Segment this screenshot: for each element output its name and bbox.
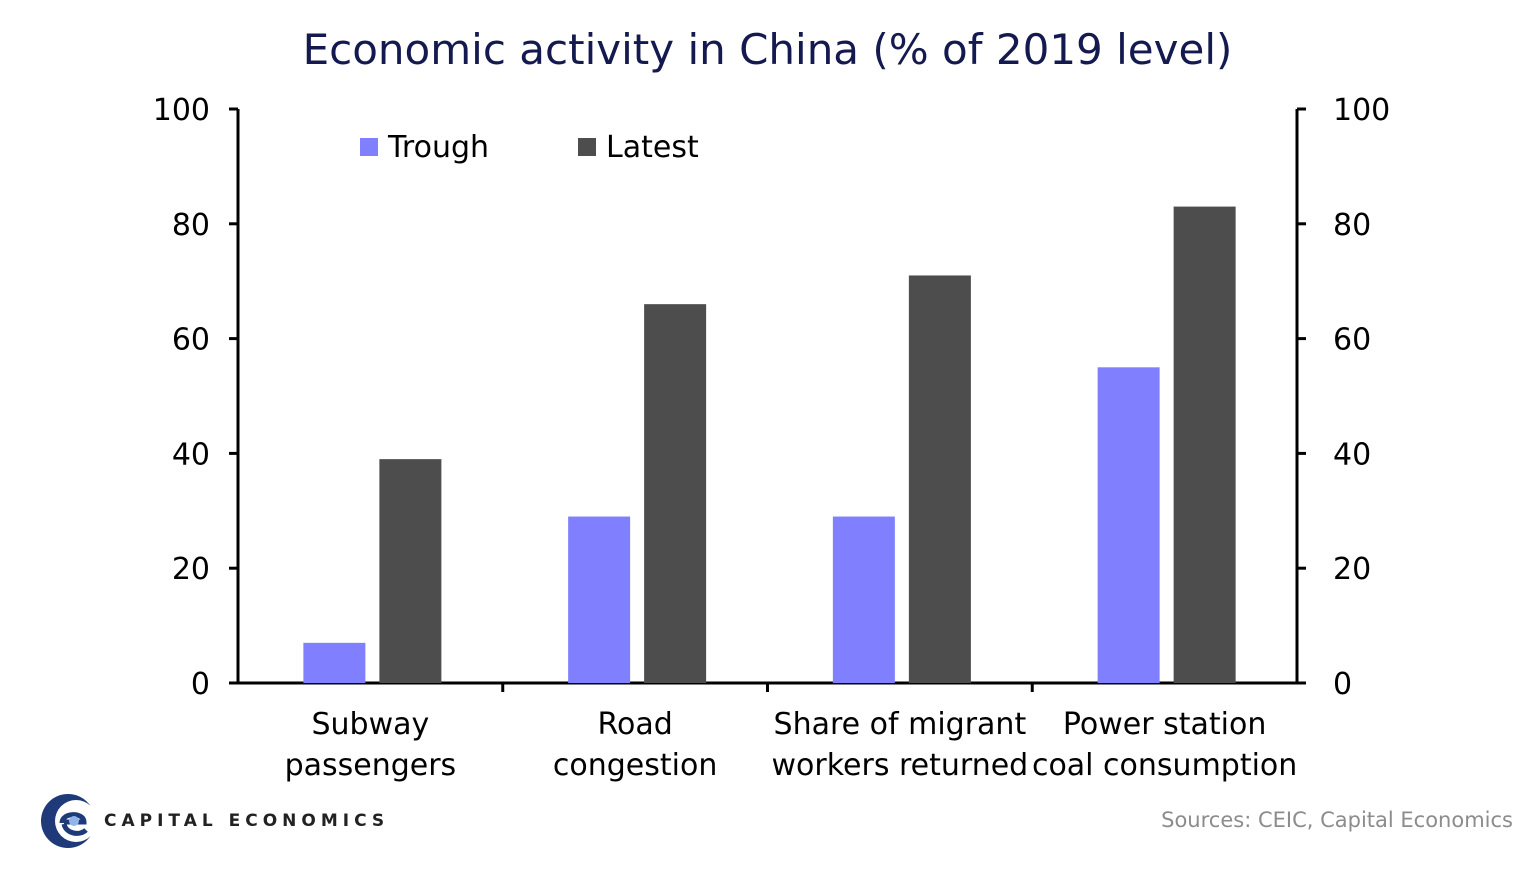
x-category-label: passengers bbox=[285, 748, 457, 783]
bar-chart: 0 0 20 20 40 40 60 60 80 80 100 100 Subway passengers… bbox=[153, 93, 1391, 783]
legend-swatch-latest bbox=[578, 138, 596, 156]
x-category-label: Road bbox=[597, 707, 672, 742]
y-tick-label-left: 0 bbox=[191, 667, 210, 702]
bar-trough bbox=[832, 516, 895, 683]
legend-swatch-trough bbox=[360, 138, 378, 156]
y-tick-label-left: 40 bbox=[172, 437, 210, 472]
y-tick-label-right: 60 bbox=[1333, 323, 1371, 358]
bar-latest bbox=[644, 304, 707, 683]
y-tick-label-left: 80 bbox=[172, 208, 210, 243]
source-note: Sources: CEIC, Capital Economics bbox=[1161, 808, 1513, 832]
x-category-label: Power station bbox=[1063, 707, 1266, 742]
y-tick-label-right: 100 bbox=[1333, 93, 1390, 128]
capital-economics-logo: CAPITAL ECONOMICS bbox=[40, 790, 389, 852]
y-tick-label-right: 0 bbox=[1333, 667, 1352, 702]
chart-title: Economic activity in China (% of 2019 le… bbox=[302, 25, 1233, 74]
bar-latest bbox=[379, 459, 442, 683]
x-category-label: coal consumption bbox=[1032, 748, 1297, 783]
y-tick-label-right: 40 bbox=[1333, 437, 1371, 472]
bar-latest bbox=[1173, 206, 1236, 683]
bar-trough bbox=[303, 642, 366, 683]
bar-trough bbox=[1097, 367, 1160, 683]
legend-label-trough: Trough bbox=[387, 130, 489, 165]
y-tick-label-left: 100 bbox=[153, 93, 210, 128]
x-category-label: congestion bbox=[553, 748, 717, 783]
y-tick-label-right: 80 bbox=[1333, 208, 1371, 243]
x-category-label: Subway bbox=[311, 707, 429, 742]
legend-label-latest: Latest bbox=[606, 130, 699, 165]
capital-economics-logo-icon bbox=[41, 794, 96, 848]
logo-text: CAPITAL ECONOMICS bbox=[104, 811, 390, 831]
bar-latest bbox=[908, 275, 971, 683]
y-tick-label-right: 20 bbox=[1333, 552, 1371, 587]
x-category-label: workers returned bbox=[772, 748, 1029, 783]
y-tick-label-left: 60 bbox=[172, 323, 210, 358]
y-tick-label-left: 20 bbox=[172, 552, 210, 587]
x-category-label: Share of migrant bbox=[774, 707, 1027, 742]
bar-trough bbox=[568, 516, 631, 683]
